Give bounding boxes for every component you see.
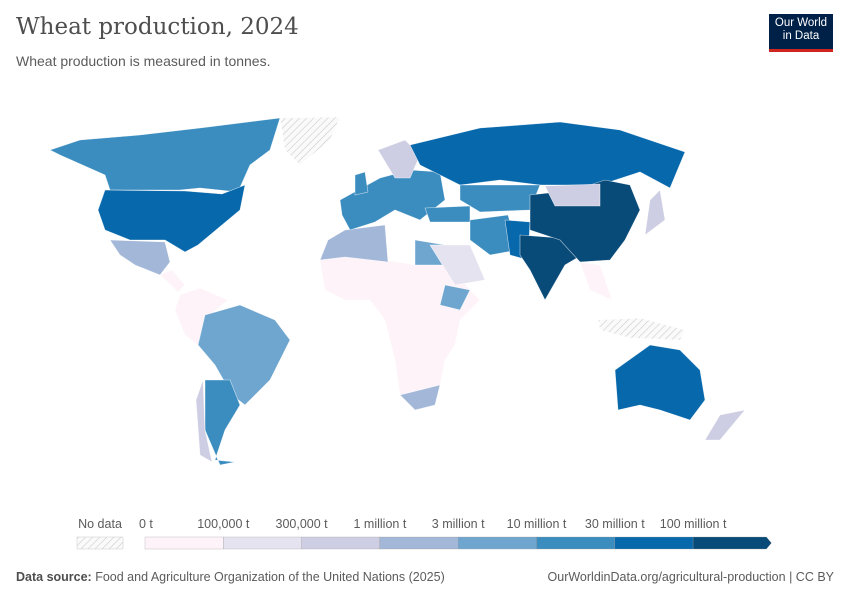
country-greenland[interactable]	[279, 116, 341, 166]
country-united-states[interactable]	[97, 184, 246, 253]
legend-tick-label: 10 million t	[506, 517, 567, 531]
source-text: Food and Agriculture Organization of the…	[95, 570, 445, 584]
data-source: Data source: Food and Agriculture Organi…	[16, 570, 445, 584]
legend-bin-4[interactable]	[458, 536, 537, 550]
legend-tick-label: 0 t	[139, 517, 153, 531]
country-south-africa[interactable]	[399, 384, 441, 411]
country-saudi-arabia[interactable]	[429, 244, 486, 286]
license-link[interactable]: CC BY	[795, 570, 834, 584]
legend-bin-0[interactable]	[144, 536, 224, 550]
legend-bin-5[interactable]	[536, 536, 615, 550]
legend-bar	[76, 536, 772, 550]
country-indonesia[interactable]	[597, 317, 686, 341]
country-chile[interactable]	[195, 379, 213, 463]
country-africa-other-[interactable]	[319, 254, 481, 396]
legend-tick-label: 1 million t	[353, 517, 407, 531]
country-new-zealand[interactable]	[704, 409, 746, 441]
legend-bin-7[interactable]	[692, 536, 772, 550]
legend-tick-label: 30 million t	[584, 517, 645, 531]
country-russia[interactable]	[409, 121, 686, 189]
subtitle: Wheat production is measured in tonnes.	[16, 53, 271, 69]
owid-logo[interactable]: Our World in Data	[769, 14, 833, 52]
legend-no-data-swatch	[76, 536, 124, 550]
footer-links: OurWorldinData.org/agricultural-producti…	[547, 570, 834, 584]
country-morocco-and-algeria[interactable]	[319, 224, 389, 263]
legend-no-data-label: No data	[78, 517, 122, 531]
country-kazakhstan[interactable]	[459, 184, 541, 213]
country-turkey[interactable]	[424, 205, 471, 223]
legend-bin-3[interactable]	[379, 536, 459, 550]
page-title: Wheat production, 2024	[16, 14, 299, 40]
source-label: Data source:	[16, 570, 92, 584]
logo-line2: in Data	[782, 30, 820, 42]
country-southeast-asia[interactable]	[579, 261, 613, 301]
country-scandinavia[interactable]	[377, 139, 421, 179]
legend-bin-6[interactable]	[614, 536, 694, 550]
legend-bin-1[interactable]	[223, 536, 302, 550]
legend-tick-label: 300,000 t	[275, 517, 328, 531]
legend-tick-label: 3 million t	[431, 517, 485, 531]
country-brazil[interactable]	[197, 304, 291, 406]
legend-tick-label: 100 million t	[659, 517, 727, 531]
country-argentina[interactable]	[204, 379, 241, 466]
source-url-link[interactable]: OurWorldinData.org/agricultural-producti…	[547, 570, 786, 584]
country-ethiopia[interactable]	[439, 284, 471, 311]
country-canada[interactable]	[49, 117, 281, 193]
legend-tick-label: 100,000 t	[197, 517, 250, 531]
country-united-kingdom[interactable]	[354, 171, 369, 196]
logo-line1: Our World	[774, 17, 828, 29]
country-mongolia[interactable]	[544, 183, 601, 207]
country-australia[interactable]	[614, 344, 706, 421]
legend-bin-2[interactable]	[301, 536, 381, 550]
country-japan[interactable]	[644, 189, 666, 236]
country-mexico[interactable]	[109, 239, 171, 276]
country-central-america[interactable]	[159, 269, 186, 293]
